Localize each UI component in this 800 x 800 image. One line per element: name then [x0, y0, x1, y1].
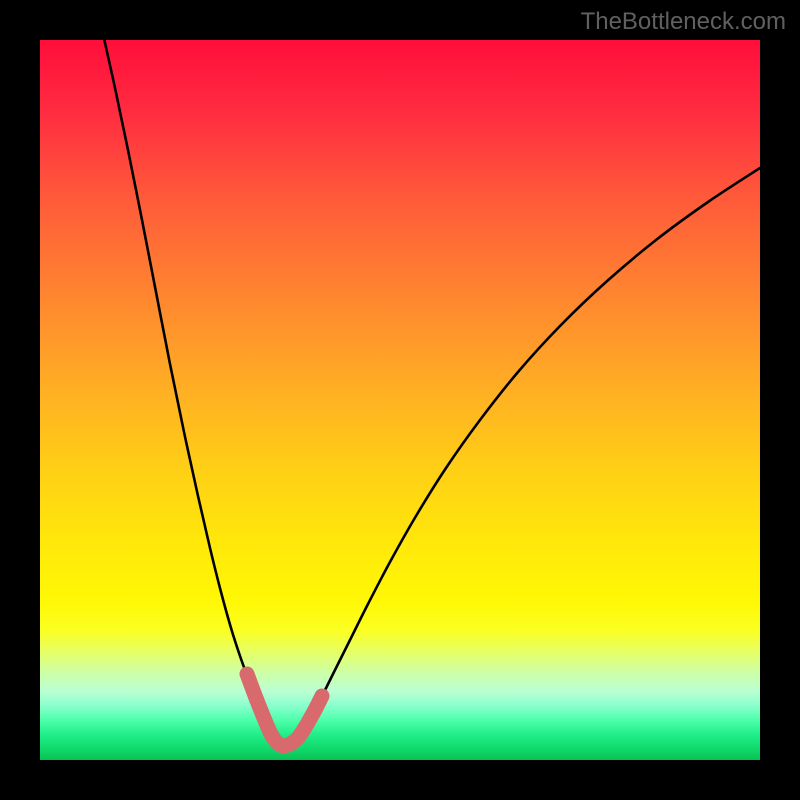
outer-frame: TheBottleneck.com [0, 0, 800, 800]
marker-overlay [247, 674, 322, 746]
plot-area [40, 40, 760, 760]
curve-layer [40, 40, 760, 760]
watermark-text: TheBottleneck.com [581, 8, 786, 36]
bottleneck-curve [103, 40, 760, 746]
